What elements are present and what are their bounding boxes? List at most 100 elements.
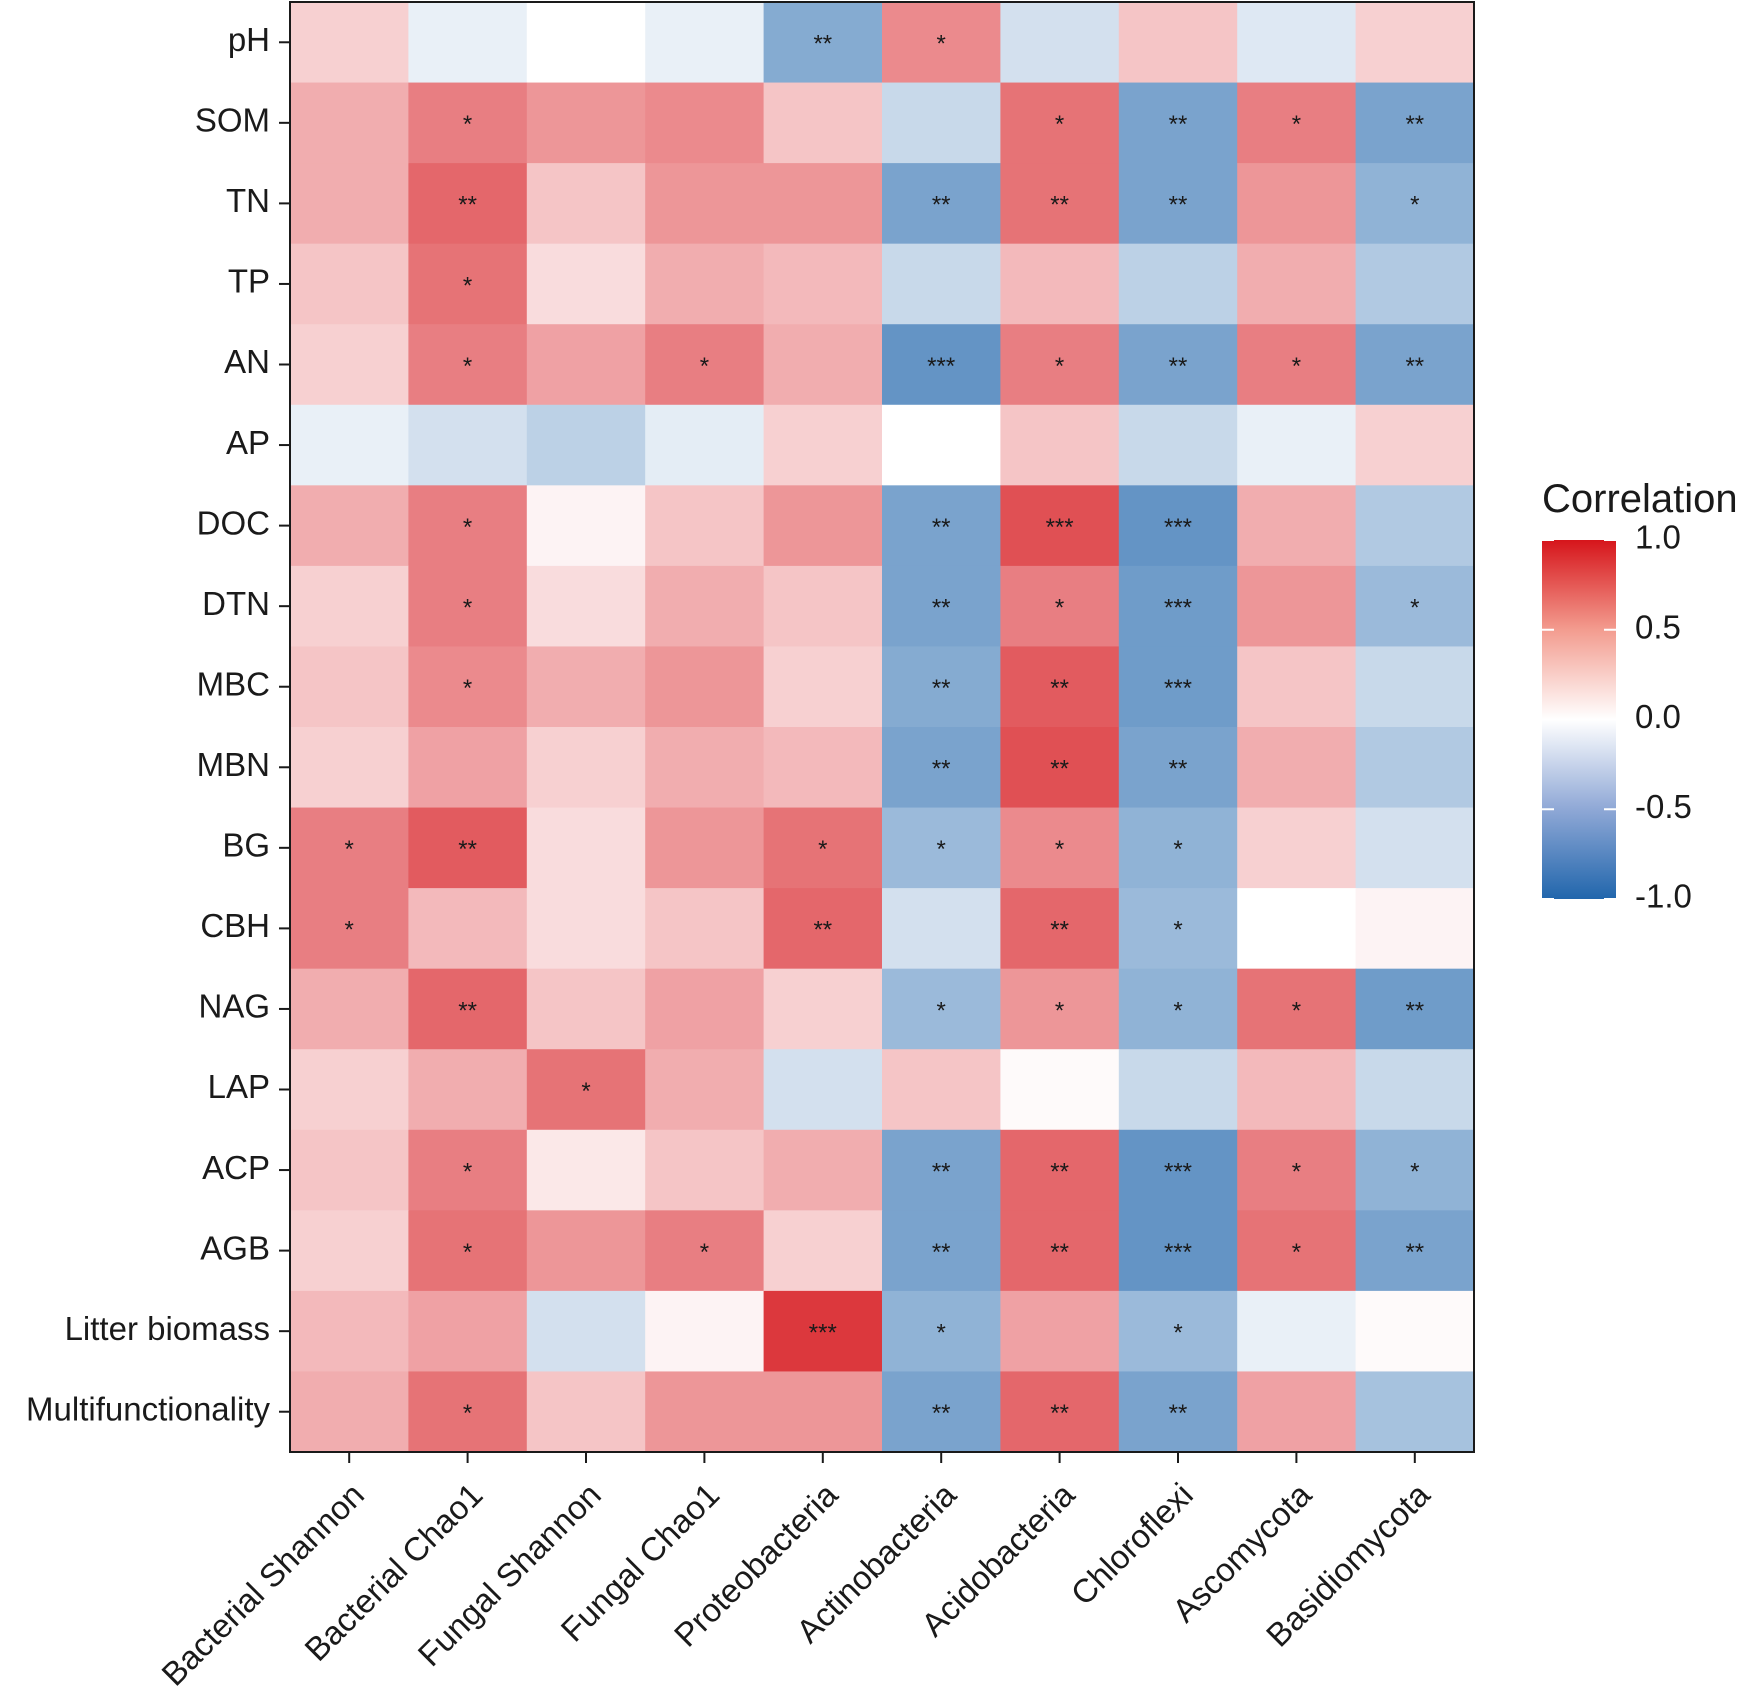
cell-cbh-basidiomycota (1355, 888, 1475, 970)
y-label-an: AN (224, 343, 270, 380)
cell-doc-proteobacteria (763, 485, 883, 567)
cell-ph-actinobacteria (882, 2, 1001, 84)
cell-litter-biomass-fungal-chao1 (645, 1290, 765, 1373)
significance-multifunctionality-bacterial-chao1: * (463, 1400, 472, 1427)
cell-tp-bacterial-shannon (290, 243, 409, 325)
significance-dtn-acidobacteria: * (1055, 595, 1064, 622)
cell-bg-proteobacteria (763, 807, 883, 889)
significance-nag-ascomycota: * (1292, 997, 1301, 1024)
significance-dtn-actinobacteria: ** (932, 595, 951, 622)
y-label-ap: AP (226, 424, 270, 461)
cell-lap-actinobacteria (882, 1049, 1001, 1131)
cell-multifunctionality-fungal-chao1 (645, 1371, 765, 1453)
significance-nag-actinobacteria: * (937, 997, 946, 1024)
cell-an-proteobacteria (763, 324, 883, 406)
significance-tn-actinobacteria: ** (932, 192, 951, 219)
significance-doc-chloroflexi: *** (1164, 514, 1192, 541)
cell-lap-basidiomycota (1355, 1049, 1475, 1131)
cell-agb-basidiomycota (1355, 1210, 1475, 1292)
cell-tp-fungal-chao1 (645, 243, 765, 325)
cell-mbc-basidiomycota (1355, 646, 1475, 728)
significance-dtn-basidiomycota: * (1410, 595, 1419, 622)
cell-mbc-ascomycota (1237, 646, 1357, 728)
cell-litter-biomass-acidobacteria (1000, 1290, 1120, 1373)
cell-an-acidobacteria (1000, 324, 1120, 406)
significance-an-chloroflexi: ** (1169, 353, 1188, 380)
significance-bg-actinobacteria: * (937, 836, 946, 863)
cell-mbc-fungal-chao1 (645, 646, 765, 728)
cell-lap-acidobacteria (1000, 1049, 1120, 1131)
significance-acp-actinobacteria: ** (932, 1158, 951, 1185)
significance-agb-ascomycota: * (1292, 1239, 1301, 1266)
cell-mbc-fungal-shannon (526, 646, 646, 728)
cell-acp-bacterial-chao1 (408, 1129, 528, 1211)
cell-acp-basidiomycota (1355, 1129, 1475, 1211)
significance-acp-basidiomycota: * (1410, 1158, 1419, 1185)
cell-multifunctionality-bacterial-shannon (290, 1371, 409, 1453)
cell-litter-biomass-bacterial-shannon (290, 1290, 409, 1373)
cell-cbh-bacterial-chao1 (408, 888, 528, 970)
cell-mbn-bacterial-chao1 (408, 727, 528, 809)
cell-bg-bacterial-shannon (290, 807, 409, 889)
significance-agb-actinobacteria: ** (932, 1239, 951, 1266)
cell-litter-biomass-basidiomycota (1355, 1290, 1475, 1373)
y-label-nag: NAG (198, 988, 270, 1025)
significance-litter-biomass-actinobacteria: * (937, 1320, 946, 1347)
significance-cbh-chloroflexi: * (1173, 917, 1182, 944)
cell-ph-proteobacteria (763, 2, 883, 84)
cell-ph-chloroflexi (1118, 2, 1238, 84)
legend-tick-label: -1.0 (1635, 878, 1692, 915)
cell-doc-actinobacteria (882, 485, 1001, 567)
cell-tp-bacterial-chao1 (408, 243, 528, 325)
legend-tick-label: 1.0 (1635, 519, 1681, 556)
cell-multifunctionality-chloroflexi (1118, 1371, 1238, 1453)
significance-bg-chloroflexi: * (1173, 836, 1182, 863)
y-label-doc: DOC (197, 504, 270, 541)
cell-mbn-actinobacteria (882, 727, 1001, 809)
cell-doc-bacterial-shannon (290, 485, 409, 567)
cell-tn-basidiomycota (1355, 163, 1475, 245)
significance-cbh-bacterial-shannon: * (345, 917, 354, 944)
legend-tick-label: -0.5 (1635, 788, 1692, 825)
cell-acp-bacterial-shannon (290, 1129, 409, 1211)
cell-an-bacterial-chao1 (408, 324, 528, 406)
cell-multifunctionality-basidiomycota (1355, 1371, 1475, 1453)
cell-litter-biomass-chloroflexi (1118, 1290, 1238, 1373)
y-label-mbc: MBC (197, 665, 270, 702)
cell-som-chloroflexi (1118, 82, 1238, 164)
cell-dtn-actinobacteria (882, 565, 1001, 648)
significance-an-bacterial-chao1: * (463, 353, 472, 380)
cell-lap-chloroflexi (1118, 1049, 1238, 1131)
cell-dtn-acidobacteria (1000, 565, 1120, 648)
cell-multifunctionality-fungal-shannon (526, 1371, 646, 1453)
significance-an-actinobacteria: *** (927, 353, 955, 380)
significance-multifunctionality-acidobacteria: ** (1050, 1400, 1069, 1427)
cell-an-actinobacteria (882, 324, 1001, 406)
cell-multifunctionality-bacterial-chao1 (408, 1371, 528, 1453)
significance-bg-bacterial-chao1: ** (458, 836, 477, 863)
cell-litter-biomass-ascomycota (1237, 1290, 1357, 1373)
cell-dtn-bacterial-shannon (290, 565, 409, 648)
cell-mbn-fungal-shannon (526, 727, 646, 809)
cell-mbc-acidobacteria (1000, 646, 1120, 728)
cell-dtn-basidiomycota (1355, 565, 1475, 648)
cell-ap-chloroflexi (1118, 404, 1238, 486)
cell-nag-chloroflexi (1118, 968, 1238, 1050)
heatmap-cells (290, 2, 1475, 1453)
cell-mbc-bacterial-chao1 (408, 646, 528, 728)
cell-lap-fungal-chao1 (645, 1049, 765, 1131)
cell-ap-actinobacteria (882, 404, 1001, 486)
significance-som-chloroflexi: ** (1169, 111, 1188, 138)
significance-multifunctionality-actinobacteria: ** (932, 1400, 951, 1427)
cell-mbn-bacterial-shannon (290, 727, 409, 809)
y-label-tp: TP (228, 263, 270, 300)
cell-agb-acidobacteria (1000, 1210, 1120, 1292)
y-label-mbn: MBN (197, 746, 270, 783)
cell-nag-acidobacteria (1000, 968, 1120, 1050)
cell-litter-biomass-fungal-shannon (526, 1290, 646, 1373)
cell-an-basidiomycota (1355, 324, 1475, 406)
cell-doc-ascomycota (1237, 485, 1357, 567)
significance-som-ascomycota: * (1292, 111, 1301, 138)
cell-som-actinobacteria (882, 82, 1001, 164)
